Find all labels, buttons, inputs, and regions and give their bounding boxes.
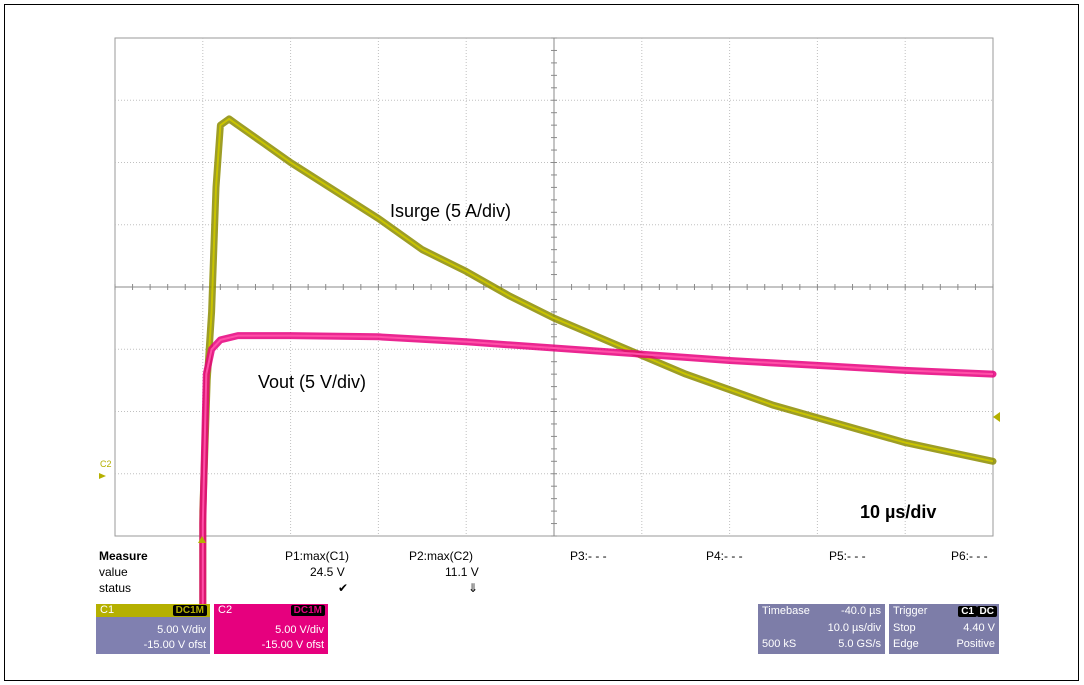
trace-vout-core [115, 334, 994, 625]
timebase-samples: 500 kS [762, 638, 797, 650]
timebase-delay: -40.0 µs [841, 605, 881, 617]
trigger-label: Trigger [893, 605, 928, 617]
trigger-level-marker-icon [993, 412, 1000, 422]
measure-p2-status-icon: ⇓ [468, 581, 479, 595]
timebase-tdiv: 10.0 µs/div [827, 622, 881, 634]
measure-p1-label[interactable]: P1:max(C1) [285, 549, 350, 563]
measure-p6-label[interactable]: P6:- - - [951, 549, 988, 563]
trace-layer [111, 115, 997, 627]
channel-c1-vdiv: 5.00 V/div [157, 624, 206, 636]
measure-p1-value: 24.5 V [310, 565, 345, 579]
timebase-label: Timebase [762, 605, 810, 617]
timebase-panel[interactable]: Timebase -40.0 µs 10.0 µs/div 500 kS 5.0… [758, 604, 885, 654]
measure-header: Measure [99, 549, 148, 563]
channel-c1-coupling-badge: DC1M [172, 605, 207, 616]
trace-isurge-core [115, 117, 994, 625]
channel-c1-offset: -15.00 V ofst [143, 639, 206, 651]
trigger-mode: Stop [893, 622, 916, 634]
trigger-channel-badge: C1 [958, 606, 977, 617]
channel-c2-vdiv: 5.00 V/div [275, 624, 324, 636]
measure-p1-status-icon: ✔ [338, 581, 349, 595]
measure-p2-value: 11.1 V [445, 565, 479, 579]
channel-c2-coupling-badge: DC1M [290, 605, 325, 616]
series-label-isurge: Isurge (5 A/div) [390, 201, 511, 221]
trigger-coupling-badge: DC [976, 606, 997, 617]
series-label-vout: Vout (5 V/div) [258, 372, 366, 392]
graticule [114, 37, 994, 537]
c2-marker-label: C2 [100, 459, 112, 469]
measure-status-row-label: status [99, 581, 132, 595]
trigger-type: Edge [893, 638, 919, 650]
timebase-annotation: 10 µs/div [860, 502, 936, 522]
measure-p5-label[interactable]: P5:- - - [829, 549, 866, 563]
measure-p4-label[interactable]: P4:- - - [706, 549, 743, 563]
trigger-position-marker-icon [198, 536, 206, 543]
trigger-slope: Positive [956, 638, 995, 650]
figure-frame [4, 4, 1079, 681]
channel-c1-panel[interactable]: C1 DC1M 5.00 V/div -15.00 V ofst [96, 604, 210, 654]
channel-c2-panel[interactable]: C2 DC1M 5.00 V/div -15.00 V ofst [214, 604, 328, 654]
trigger-level: 4.40 V [963, 622, 995, 634]
channel-c2-name: C2 [218, 604, 233, 616]
trigger-panel[interactable]: Trigger C1 DC Stop 4.40 V Edge Positive [889, 604, 999, 654]
c2-offset-marker-icon [99, 473, 106, 479]
channel-c1-name: C1 [100, 604, 115, 616]
channel-c2-offset: -15.00 V ofst [261, 639, 324, 651]
timebase-rate: 5.0 GS/s [838, 638, 881, 650]
measure-value-row-label: value [99, 565, 128, 579]
measure-p3-label[interactable]: P3:- - - [570, 549, 607, 563]
measure-p2-label[interactable]: P2:max(C2) [409, 549, 474, 563]
